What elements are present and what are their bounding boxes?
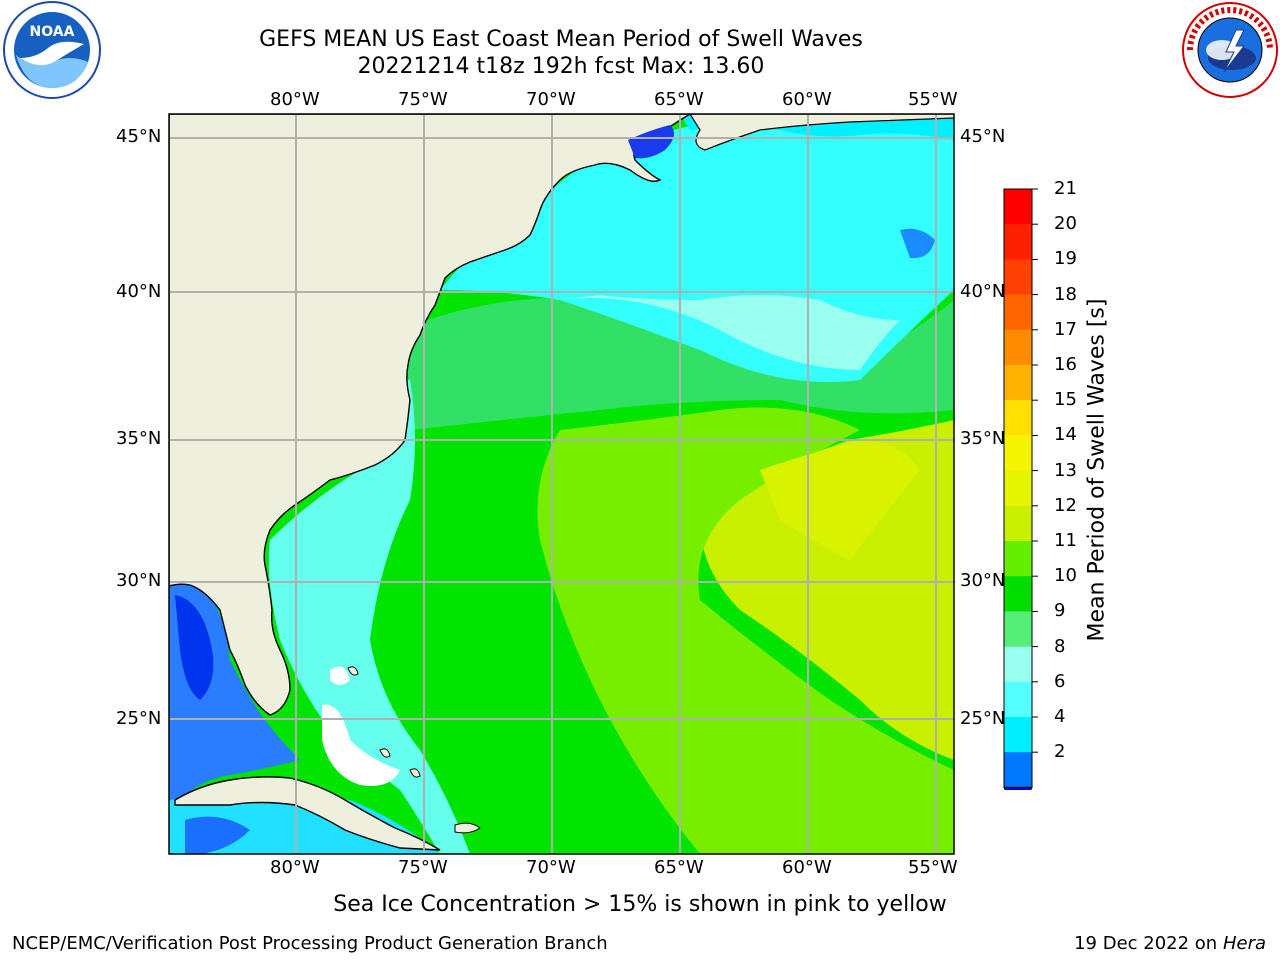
colorbar-segment: [1004, 259, 1032, 296]
bay-of-fundy: [628, 125, 674, 159]
colorbar-segment: [1004, 646, 1032, 683]
colorbar-tick-label: 18: [1054, 283, 1077, 305]
lat-label-left: 35°N: [116, 428, 162, 449]
lon-label-bottom: 80°W: [270, 857, 320, 878]
colorbar-segment: [1004, 294, 1032, 331]
colorbar-segment: [1004, 435, 1032, 472]
land-bahamas: [347, 666, 421, 778]
lon-label-top: 60°W: [782, 89, 832, 110]
bahamas-small-bank: [330, 666, 350, 685]
lat-label-right: 30°N: [960, 570, 1006, 591]
colorbar-segment: [1004, 541, 1032, 577]
lat-label-left: 30°N: [116, 570, 162, 591]
land-north-america: [169, 114, 692, 716]
colorbar-tick-label: 11: [1054, 530, 1077, 551]
colorbar-tick-label: 2: [1054, 741, 1066, 763]
noaa-logo-text: NOAA: [30, 24, 75, 40]
map-frame: [168, 113, 955, 855]
lat-label-left: 40°N: [116, 281, 162, 302]
colorbar-tick-label: 10: [1054, 565, 1077, 587]
land-hispaniola: [454, 822, 481, 834]
generation-date: 19 Dec 2022 on Hera: [1074, 933, 1266, 954]
colorbar-segment: [1004, 576, 1032, 612]
colorbar-segment: [1004, 329, 1032, 366]
lat-label-left: 25°N: [116, 708, 162, 729]
national-weather-service-logo: [1182, 2, 1278, 98]
colorbar-segment: [1004, 400, 1032, 436]
colorbar-segment: [1004, 681, 1032, 718]
contour-11-12s: [537, 407, 954, 854]
lon-label-top: 65°W: [654, 89, 704, 110]
colorbar-tick-label: 21: [1054, 178, 1077, 199]
colorbar-tick-label: 13: [1054, 459, 1077, 481]
caribbean-deep: [185, 816, 250, 854]
gulf-deep: [175, 595, 214, 700]
colorbar-label: Mean Period of Swell Waves [s]: [1084, 298, 1110, 642]
colorbar-segment: [1004, 189, 1032, 225]
colorbar-segment: [1004, 717, 1032, 753]
contour-8-9s: [560, 295, 900, 370]
colorbar-segment: [1004, 365, 1032, 401]
colorbar-tick-label: 17: [1054, 318, 1077, 340]
colorbar-tick-label: 16: [1054, 354, 1077, 375]
sea-ice-note: Sea Ice Concentration > 15% is shown in …: [333, 892, 947, 917]
lat-label-right: 35°N: [960, 428, 1006, 449]
lon-label-top: 70°W: [526, 89, 576, 110]
colorbar-tick-label: 15: [1054, 389, 1077, 411]
lon-label-top: 55°W: [908, 89, 958, 110]
lon-label-top: 80°W: [270, 89, 320, 110]
colorbar-tick-label: 12: [1054, 494, 1077, 516]
chart-subtitle: 20221214 t18z 192h fcst Max: 13.60: [357, 54, 765, 79]
lon-label-bottom: 65°W: [654, 857, 704, 878]
coastal-band: [268, 380, 470, 854]
land-nova-scotia: [689, 114, 954, 151]
contour-9-10s: [400, 298, 954, 430]
lon-label-bottom: 55°W: [908, 857, 958, 878]
lon-label-top: 75°W: [398, 89, 448, 110]
lat-label-right: 25°N: [960, 708, 1006, 729]
contour-11-12s-east: [760, 440, 920, 560]
lat-label-right: 40°N: [960, 281, 1006, 302]
machine-name: Hera: [1222, 933, 1266, 954]
colorbar-frame: [1003, 188, 1033, 788]
colorbar-segment: [1004, 505, 1032, 542]
colorbar-tick-label: 20: [1054, 213, 1077, 235]
noaa-logo: NOAA: [3, 1, 101, 99]
lat-label-right: 45°N: [960, 126, 1006, 147]
chart-title: GEFS MEAN US East Coast Mean Period of S…: [259, 27, 863, 52]
colorbar-segment: [1004, 752, 1032, 788]
lat-label-left: 45°N: [116, 126, 162, 147]
colorbar-segment: [1004, 224, 1032, 260]
colorbar-tick-label: 8: [1054, 635, 1066, 657]
colorbar-tick-label: 19: [1054, 248, 1077, 270]
producer-credit: NCEP/EMC/Verification Post Processing Pr…: [12, 933, 608, 954]
land-cuba: [174, 776, 441, 851]
colorbar-tick-label: 9: [1054, 600, 1066, 622]
colorbar: [1003, 188, 1038, 790]
bahamas-shallow-banks: [322, 704, 400, 786]
colorbar-tick-label: 14: [1054, 424, 1077, 446]
colorbar-tick-label: 4: [1054, 706, 1066, 727]
colorbar-tick-label: 6: [1054, 670, 1066, 692]
lon-label-bottom: 70°W: [526, 857, 576, 878]
colorbar-segment: [1004, 470, 1032, 507]
lon-label-bottom: 75°W: [398, 857, 448, 878]
cyan-patch-ne: [900, 228, 935, 259]
colorbar-segment: [1004, 611, 1032, 648]
lon-label-bottom: 60°W: [782, 857, 832, 878]
map-gridlines: [169, 114, 954, 854]
